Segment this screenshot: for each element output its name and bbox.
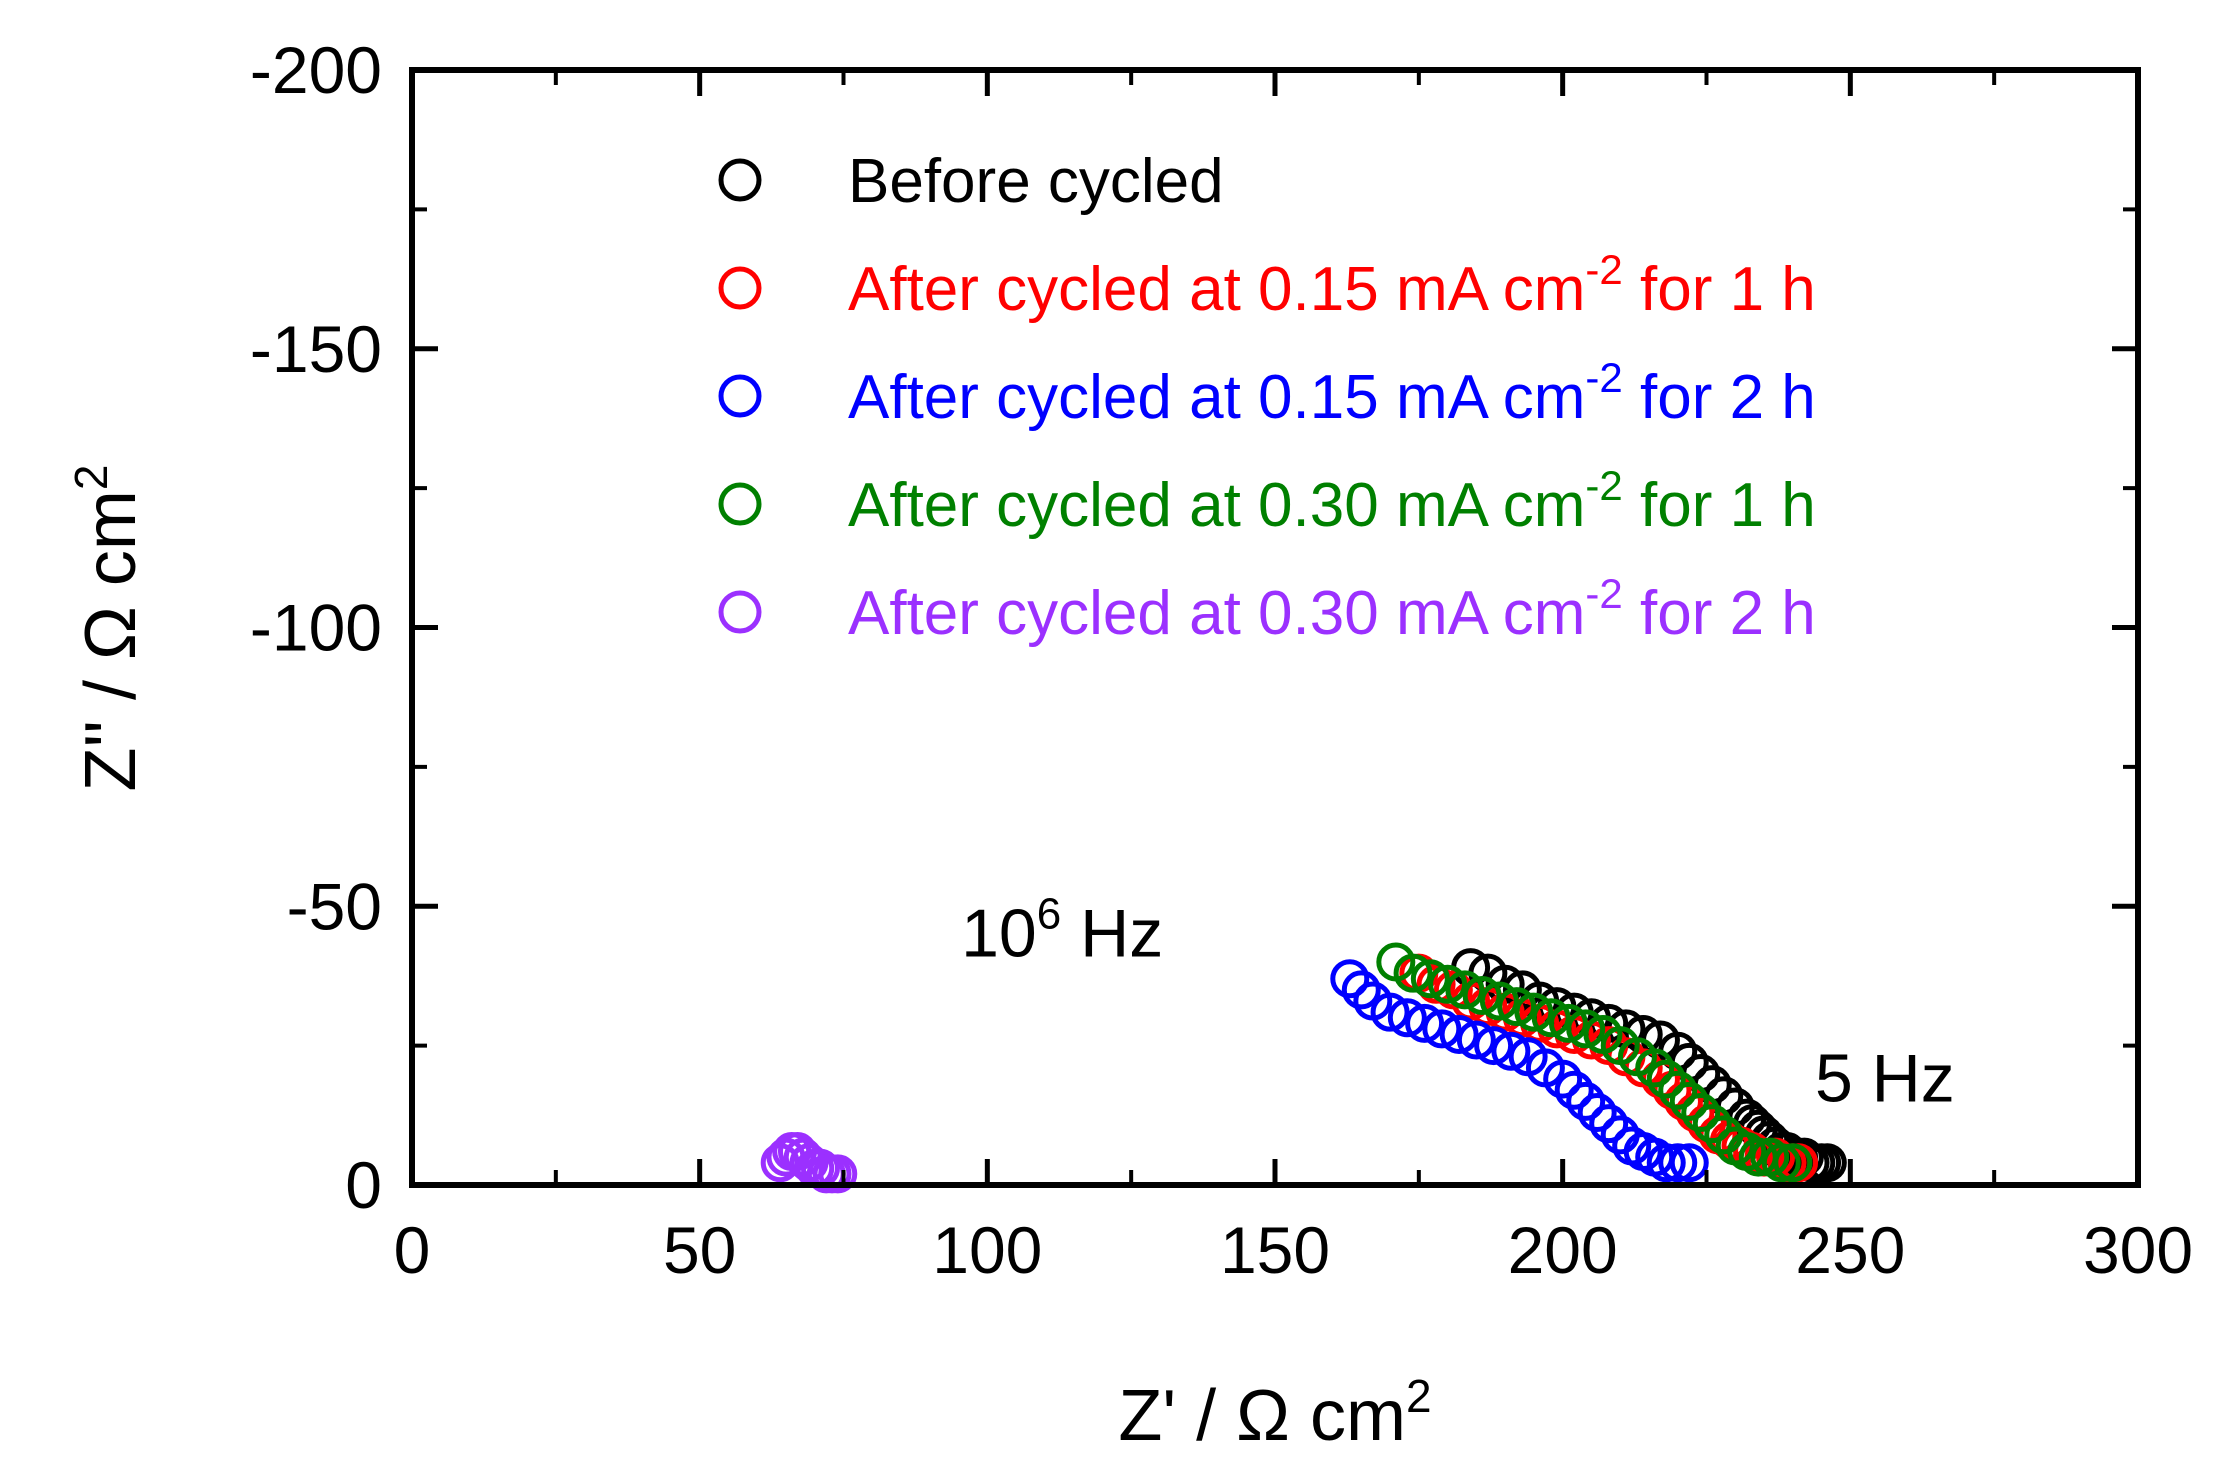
x-tick-label: 100 bbox=[932, 1213, 1042, 1287]
series-after-cycled-at-0-15-ma-cm-2-for-2-h bbox=[1330, 959, 1709, 1183]
data-point bbox=[1646, 1059, 1686, 1099]
frequency-annotation: 106 Hz bbox=[961, 889, 1163, 971]
data-point bbox=[1428, 964, 1468, 1004]
series-after-cycled-at-0-30-ma-cm-2-for-1-h bbox=[1376, 942, 1813, 1183]
data-point bbox=[1341, 970, 1381, 1010]
legend-label: After cycled at 0.15 mA cm-2 for 1 h bbox=[848, 246, 1816, 324]
legend-label: Before cycled bbox=[848, 147, 1224, 216]
x-tick-label: 50 bbox=[663, 1213, 736, 1287]
annotations: 106 Hz 5 Hz bbox=[961, 889, 1955, 1116]
y-tick-label: -200 bbox=[250, 33, 382, 107]
data-point bbox=[1681, 1093, 1721, 1133]
legend-marker bbox=[718, 590, 762, 634]
data-point bbox=[1474, 1026, 1514, 1066]
x-axis-title: Z' / Ω cm2 bbox=[1118, 1370, 1431, 1456]
y-tick-label: 0 bbox=[345, 1148, 382, 1222]
legend-marker bbox=[718, 482, 762, 526]
data-point bbox=[1554, 1070, 1594, 1110]
data-point bbox=[1531, 998, 1571, 1038]
tick-labels: 0 50 100 150 200 250 300 0 -50 -100 -150 -200 bbox=[250, 33, 2193, 1287]
data-point bbox=[1416, 964, 1456, 1004]
x-tick-label: 0 bbox=[394, 1213, 431, 1287]
data-point bbox=[1462, 975, 1502, 1015]
legend-label: After cycled at 0.30 mA cm-2 for 2 h bbox=[848, 570, 1816, 648]
data-point bbox=[1422, 1009, 1462, 1049]
legend: Before cycled After cycled at 0.15 mA cm-… bbox=[718, 147, 1816, 648]
y-tick-label: -100 bbox=[250, 591, 382, 665]
data-point bbox=[1658, 1070, 1698, 1110]
data-point bbox=[1566, 1081, 1606, 1121]
data-point bbox=[1635, 1048, 1675, 1088]
data-point bbox=[1405, 1003, 1445, 1043]
frequency-annotation: 5 Hz bbox=[1815, 1040, 1955, 1116]
x-tick-label: 150 bbox=[1220, 1213, 1330, 1287]
axis-ticks bbox=[409, 67, 2141, 1188]
data-point bbox=[1761, 1143, 1801, 1183]
data-point bbox=[1456, 1020, 1496, 1060]
data-point bbox=[1577, 1093, 1617, 1133]
data-point bbox=[818, 1154, 858, 1194]
data-point bbox=[1370, 992, 1410, 1032]
data-point bbox=[1497, 987, 1537, 1027]
y-axis-title: Z'' / Ω cm2 bbox=[65, 465, 151, 792]
x-tick-label: 250 bbox=[1795, 1213, 1905, 1287]
data-point bbox=[1330, 959, 1370, 999]
data-point bbox=[1658, 1143, 1698, 1183]
data-point bbox=[1479, 981, 1519, 1021]
data-point bbox=[1669, 1081, 1709, 1121]
data-point bbox=[1543, 1059, 1583, 1099]
legend-marker bbox=[718, 158, 762, 202]
data-point bbox=[1491, 1031, 1531, 1071]
data-point bbox=[1646, 1143, 1686, 1183]
x-tick-label: 300 bbox=[2083, 1213, 2193, 1287]
data-point bbox=[1548, 1003, 1588, 1043]
data-point bbox=[1445, 970, 1485, 1010]
data-point bbox=[1514, 992, 1554, 1032]
y-tick-label: -50 bbox=[287, 869, 382, 943]
data-point bbox=[1410, 959, 1450, 999]
legend-marker bbox=[718, 266, 762, 310]
data-point bbox=[1669, 1143, 1709, 1183]
y-tick-label: -150 bbox=[250, 312, 382, 386]
data-point bbox=[1566, 1009, 1606, 1049]
data-markers bbox=[760, 942, 1847, 1194]
data-point bbox=[1589, 1104, 1629, 1144]
data-point bbox=[1692, 1104, 1732, 1144]
legend-marker bbox=[718, 374, 762, 418]
data-point bbox=[1387, 998, 1427, 1038]
x-tick-label: 200 bbox=[1508, 1213, 1618, 1287]
data-point bbox=[1439, 1014, 1479, 1054]
data-point bbox=[1393, 953, 1433, 993]
legend-label: After cycled at 0.30 mA cm-2 for 1 h bbox=[848, 462, 1816, 540]
data-point bbox=[1773, 1143, 1813, 1183]
legend-label: After cycled at 0.15 mA cm-2 for 2 h bbox=[848, 354, 1816, 432]
